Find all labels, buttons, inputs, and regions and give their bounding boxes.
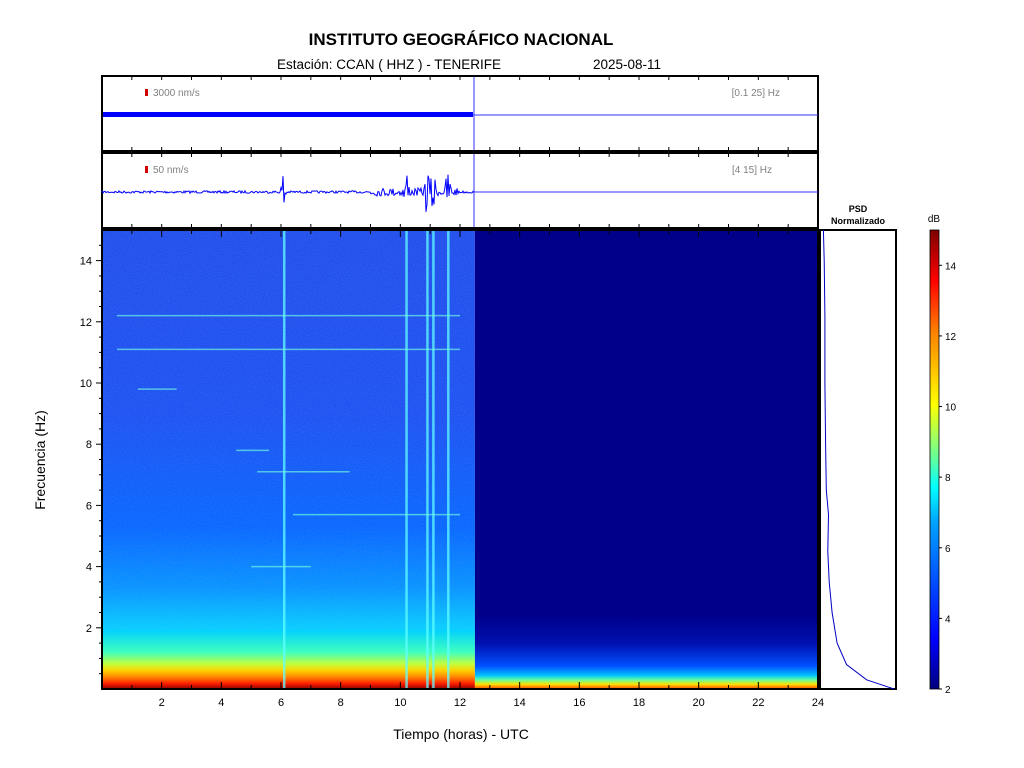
station-label: Estación: CCAN ( HHZ ) - TENERIFE [277, 57, 501, 72]
x-tick-label: 24 [812, 697, 824, 709]
y-axis-label: Frecuencia (Hz) [32, 410, 48, 510]
x-tick-label: 8 [338, 697, 344, 709]
psd-title: PSD [849, 204, 868, 214]
trace-panel-filtered: 50 nm/s [4 15] Hz [101, 152, 819, 229]
x-axis-label: Tiempo (horas) - UTC [393, 726, 529, 742]
x-tick-label: 10 [394, 697, 406, 709]
x-tick-label: 4 [218, 697, 224, 709]
figure-title: INSTITUTO GEOGRÁFICO NACIONAL [309, 30, 614, 49]
trace-band-label: [4 15] Hz [732, 165, 772, 176]
trace-panel-broadband: 3000 nm/s [0.1 25] Hz [101, 75, 819, 152]
y-tick-label: 4 [86, 562, 92, 574]
x-tick-label: 14 [514, 697, 526, 709]
scale-marker [145, 166, 148, 173]
date-label: 2025-08-11 [593, 57, 661, 72]
y-tick-label: 2 [86, 623, 92, 635]
colorbar-tick-label: 12 [945, 332, 957, 343]
y-tick-label: 6 [86, 500, 92, 512]
event-line [405, 230, 408, 689]
x-tick-label: 12 [454, 697, 466, 709]
x-tick-label: 22 [752, 697, 764, 709]
psd-panel: PSD Normalizado [819, 204, 897, 690]
colorbar: dB 2 4 6 8 10 12 14 [928, 214, 957, 696]
trace-signal-band [103, 112, 473, 117]
colorbar-tick-label: 8 [945, 473, 951, 484]
x-tick-label: 6 [278, 697, 284, 709]
colorbar-tick-label: 14 [945, 261, 957, 272]
colorbar-unit: dB [928, 214, 941, 225]
x-tick-label: 16 [573, 697, 585, 709]
x-tick-label: 18 [633, 697, 645, 709]
filtered-trace-waveform [101, 174, 475, 212]
trace-scale-label: 3000 nm/s [153, 88, 200, 99]
event-line [426, 230, 429, 689]
spectrogram-noise [102, 230, 475, 630]
trace-band-label: [0.1 25] Hz [732, 88, 780, 99]
x-tick-label: 20 [693, 697, 705, 709]
y-tick-label: 8 [86, 439, 92, 451]
colorbar-tick-label: 2 [945, 685, 951, 696]
x-tick-label: 2 [159, 697, 165, 709]
colorbar-tick-label: 4 [945, 614, 951, 625]
spectrogram-no-data [474, 230, 818, 689]
trace-scale-label: 50 nm/s [153, 165, 189, 176]
event-line [282, 230, 286, 689]
psd-curve [822, 229, 895, 690]
colorbar-tick-label: 6 [945, 544, 951, 555]
event-line [447, 230, 450, 689]
scale-marker [145, 89, 148, 96]
colorbar-tick-label: 10 [945, 403, 957, 414]
y-tick-label: 10 [80, 378, 92, 390]
event-line [432, 230, 435, 689]
y-tick-label: 12 [80, 317, 92, 329]
y-tick-label: 14 [80, 256, 92, 268]
psd-subtitle: Normalizado [831, 216, 886, 226]
